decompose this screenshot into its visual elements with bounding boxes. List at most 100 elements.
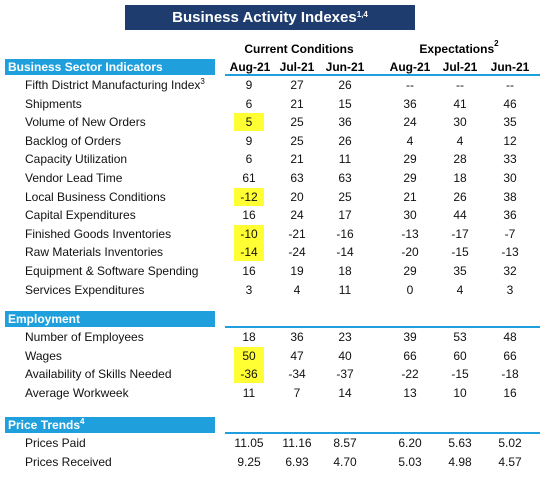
cell: 36: [503, 208, 517, 223]
column-group: Expectations2: [384, 39, 534, 56]
cell: 13: [403, 385, 417, 400]
cell: -15: [451, 245, 469, 260]
cell: 46: [503, 96, 517, 111]
row-label: Fifth District Manufacturing Index3: [25, 76, 205, 94]
row-label: Finished Goods Inventories: [25, 225, 171, 243]
cell: 17: [338, 208, 352, 223]
row-label-text: Vendor Lead Time: [25, 171, 123, 185]
cell: --: [406, 78, 414, 92]
cell: 66: [403, 348, 417, 363]
row-label-text: Fifth District Manufacturing Index: [25, 78, 201, 92]
column-group-note: 2: [494, 39, 499, 48]
cell: 15: [338, 96, 352, 111]
row-label: Volume of New Orders: [25, 113, 146, 131]
cell: 29: [403, 264, 417, 278]
cell: 36: [338, 115, 352, 130]
row-label: Prices Paid: [25, 434, 86, 452]
cell: -20: [401, 245, 419, 260]
cell: 5.63: [448, 436, 472, 450]
cell: -13: [401, 226, 419, 241]
cell: 36: [290, 330, 304, 344]
cell: 3: [506, 282, 514, 297]
row-label-text: Capital Expenditures: [25, 208, 136, 223]
cell: 35: [503, 115, 517, 130]
cell: 28: [453, 152, 467, 167]
cell: 24: [403, 115, 417, 130]
cell: 4: [456, 133, 464, 148]
cell: -37: [336, 367, 354, 382]
cell: 0: [406, 282, 414, 297]
row-label: Shipments: [25, 95, 82, 113]
row-label-note: 3: [200, 77, 205, 86]
cell: 21: [403, 189, 417, 204]
cell: 48: [503, 330, 517, 344]
section-note: 4: [80, 417, 85, 426]
cell: 8.57: [333, 436, 357, 450]
cell: 11.16: [282, 436, 312, 450]
cell: 21: [290, 96, 304, 111]
cell: 60: [453, 348, 467, 363]
cell: 27: [290, 78, 304, 92]
row-label: Local Business Conditions: [25, 188, 166, 206]
section-rule: [225, 326, 540, 328]
row-label-text: Raw Materials Inventories: [25, 245, 164, 260]
cell: 9: [245, 133, 253, 148]
row-label: Average Workweek: [25, 384, 129, 402]
cell: -13: [501, 245, 519, 260]
row-label: Vendor Lead Time: [25, 169, 122, 187]
cell: 29: [403, 152, 417, 167]
row-label: Availability of Skills Needed: [25, 365, 172, 383]
title-note: 1,4: [356, 10, 368, 19]
section-rule: [225, 74, 540, 76]
cell: 4: [456, 282, 464, 297]
row-label: Capital Expenditures: [25, 206, 136, 224]
section-header: Employment: [5, 311, 215, 327]
cell: 26: [338, 133, 352, 148]
cell: 6.20: [398, 436, 422, 450]
row-label: Equipment & Software Spending: [25, 262, 198, 280]
cell: 39: [403, 330, 417, 344]
cell: 53: [453, 330, 467, 344]
cell: 26: [338, 78, 352, 92]
cell: -14: [336, 245, 354, 260]
cell: 63: [338, 171, 352, 185]
section-header: Price Trends4: [5, 417, 215, 433]
cell: 32: [503, 264, 517, 278]
row-label: Capacity Utilization: [25, 150, 127, 168]
cell: 61: [242, 171, 256, 185]
section-header: Business Sector Indicators: [5, 59, 215, 75]
cell: 24: [290, 208, 304, 223]
row-label-text: Shipments: [25, 96, 82, 111]
row-label-text: Volume of New Orders: [25, 115, 146, 130]
cell: 36: [403, 96, 417, 111]
cell: 29: [403, 171, 417, 185]
row-label-text: Availability of Skills Needed: [25, 367, 172, 382]
cell: 30: [403, 208, 417, 223]
cell: 30: [453, 115, 467, 130]
column-header: Jun-21: [490, 60, 530, 74]
cell: 23: [338, 330, 352, 344]
cell: 14: [338, 385, 352, 400]
cell: 25: [338, 189, 352, 204]
cell: 21: [290, 152, 304, 167]
row-label: Prices Received: [25, 453, 112, 471]
row-label: Wages: [25, 347, 62, 365]
section-title: Employment: [8, 312, 81, 326]
cell: 50: [234, 346, 264, 365]
row-label-text: Local Business Conditions: [25, 189, 166, 204]
column-header: Jul-21: [442, 60, 478, 74]
cell: 66: [503, 348, 517, 363]
cell: 5.03: [398, 454, 422, 469]
row-label-text: Backlog of Orders: [25, 133, 122, 148]
cell: 41: [453, 96, 467, 111]
row-label-text: Equipment & Software Spending: [25, 264, 199, 278]
cell: 16: [242, 208, 256, 223]
cell: 11.05: [234, 436, 264, 450]
cell: 40: [338, 348, 352, 363]
row-label-text: Average Workweek: [25, 385, 129, 400]
cell: 9: [245, 78, 253, 92]
cell: 4.57: [498, 454, 522, 469]
row-label-text: Number of Employees: [25, 330, 144, 344]
cell: 47: [290, 348, 304, 363]
